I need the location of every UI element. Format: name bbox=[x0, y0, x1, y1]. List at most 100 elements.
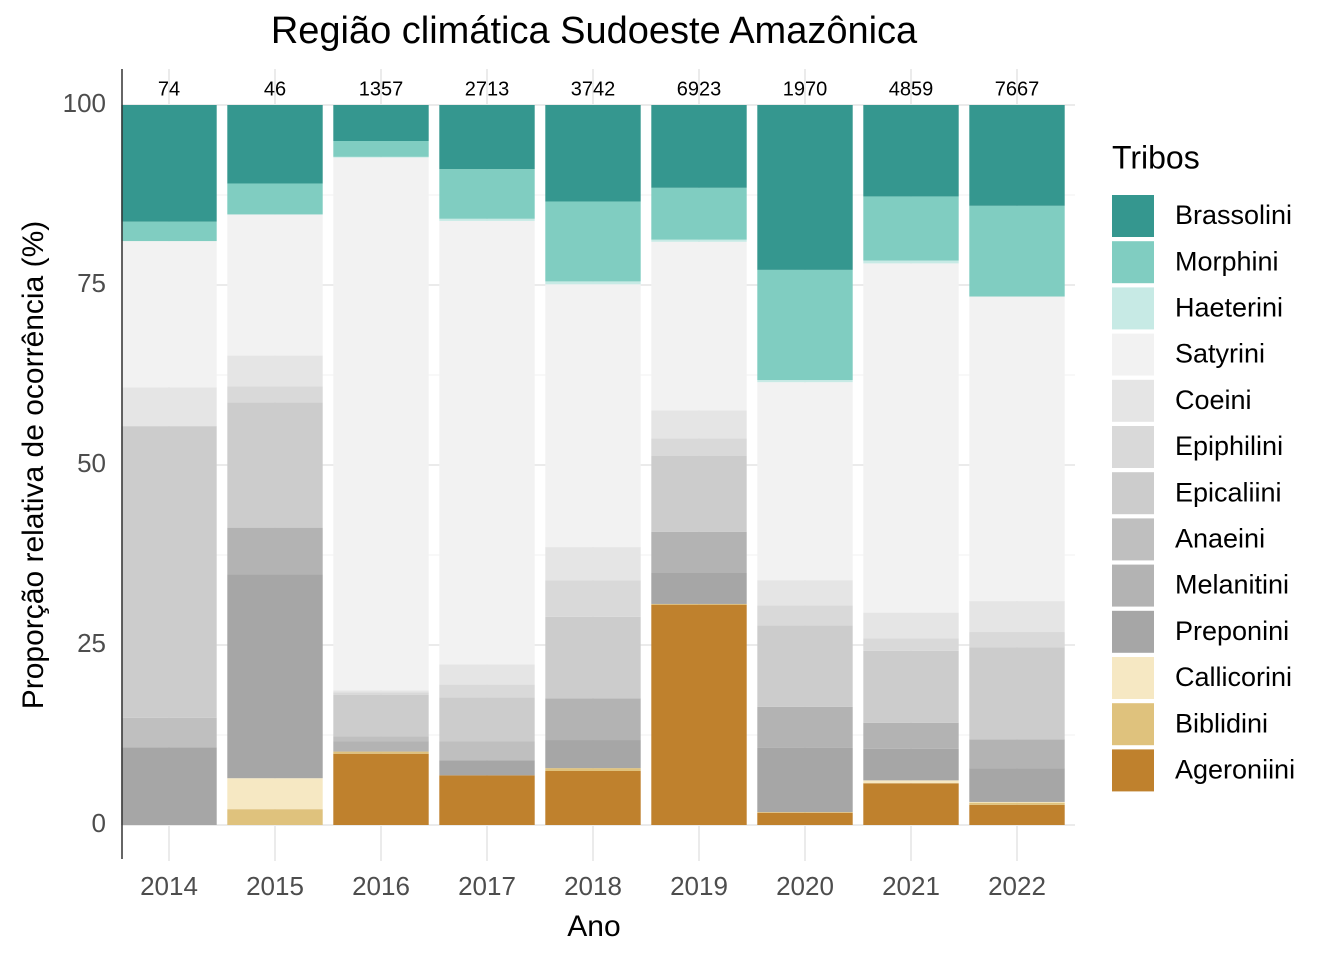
bar-segment bbox=[757, 812, 853, 813]
bar-segment bbox=[545, 616, 641, 699]
bar-segment bbox=[863, 783, 959, 825]
bar-segment bbox=[545, 201, 641, 282]
bar-segment bbox=[439, 760, 535, 776]
y-tick-label: 0 bbox=[92, 808, 106, 838]
x-tick-label: 2019 bbox=[670, 871, 728, 901]
bar-segment bbox=[333, 157, 429, 691]
bar-segment bbox=[227, 214, 323, 356]
total-label: 1357 bbox=[359, 78, 404, 100]
legend-label: Brassolini bbox=[1175, 200, 1292, 230]
bar-segment bbox=[545, 580, 641, 617]
bar-segment bbox=[863, 748, 959, 781]
bar-segment bbox=[863, 105, 959, 197]
bar-segment bbox=[863, 638, 959, 651]
bar-segment bbox=[757, 382, 853, 581]
bar-segment bbox=[651, 105, 747, 188]
bar-segment bbox=[969, 801, 1065, 803]
bar-segment bbox=[439, 105, 535, 170]
total-label: 7667 bbox=[995, 78, 1040, 100]
legend-label: Biblidini bbox=[1175, 708, 1268, 738]
legend-key bbox=[1112, 333, 1154, 376]
bar-segment bbox=[439, 697, 535, 742]
y-tick-label: 25 bbox=[77, 628, 106, 658]
bar-segment bbox=[757, 105, 853, 270]
bar-segment bbox=[757, 580, 853, 606]
bar-segment bbox=[227, 105, 323, 184]
bar-segment bbox=[969, 804, 1065, 825]
bar-segment bbox=[439, 664, 535, 685]
y-tick-label: 100 bbox=[63, 88, 106, 118]
bar-segment bbox=[863, 650, 959, 723]
bar-segment bbox=[969, 802, 1065, 805]
legend-label: Ageroniini bbox=[1175, 755, 1295, 785]
legend-label: Anaeini bbox=[1175, 524, 1265, 554]
bar-segment bbox=[651, 455, 747, 532]
bar-segment bbox=[545, 281, 641, 285]
bar-segment bbox=[227, 386, 323, 403]
x-axis-title: Ano bbox=[567, 910, 620, 943]
x-tick-label: 2016 bbox=[352, 871, 410, 901]
legend-label: Epiphilini bbox=[1175, 431, 1283, 461]
y-tick-label: 50 bbox=[77, 448, 106, 478]
bar-segment bbox=[651, 241, 747, 411]
legend-key bbox=[1112, 287, 1154, 330]
bar-segment bbox=[333, 692, 429, 695]
total-label: 1970 bbox=[783, 78, 828, 100]
bar-segment bbox=[227, 574, 323, 779]
legend-label: Preponini bbox=[1175, 616, 1289, 646]
legend-key bbox=[1112, 610, 1154, 653]
bar-segment bbox=[651, 410, 747, 439]
y-tick-label: 75 bbox=[77, 268, 106, 298]
bar-segment bbox=[439, 169, 535, 219]
bar-segment bbox=[651, 604, 747, 825]
bar-segment bbox=[333, 751, 429, 754]
legend-key bbox=[1112, 379, 1154, 422]
bar-segment bbox=[121, 426, 217, 718]
bar-segment bbox=[969, 601, 1065, 633]
bar-segment bbox=[969, 205, 1065, 297]
chart-title: Região climática Sudoeste Amazônica bbox=[271, 10, 918, 52]
bar-segment bbox=[757, 747, 853, 813]
bar-segment bbox=[969, 632, 1065, 648]
bar-segment bbox=[545, 698, 641, 741]
bar-segment bbox=[333, 690, 429, 693]
bar-segment bbox=[863, 260, 959, 264]
bar-segment bbox=[439, 218, 535, 221]
legend-key bbox=[1112, 657, 1154, 699]
bar-segment bbox=[227, 355, 323, 387]
bar-segment bbox=[969, 105, 1065, 206]
bar-segment bbox=[863, 263, 959, 613]
bar-segment bbox=[227, 778, 323, 810]
bar-segment bbox=[651, 239, 747, 242]
bar-segment bbox=[651, 187, 747, 240]
bar-segment bbox=[651, 573, 747, 604]
x-tick-label: 2018 bbox=[564, 871, 622, 901]
bar-segment bbox=[121, 717, 217, 748]
bar-segment bbox=[969, 768, 1065, 802]
bar-segment bbox=[757, 605, 853, 626]
bar-segment bbox=[863, 196, 959, 261]
bar-segment bbox=[227, 402, 323, 528]
x-tick-label: 2014 bbox=[140, 871, 198, 901]
legend-key bbox=[1112, 195, 1154, 237]
legend-label: Epicaliini bbox=[1175, 477, 1282, 507]
bar-segment bbox=[227, 183, 323, 215]
total-label: 4859 bbox=[889, 78, 934, 100]
bar-segment bbox=[545, 547, 641, 581]
legend-label: Satyrini bbox=[1175, 339, 1265, 369]
bar-segment bbox=[651, 531, 747, 573]
legend-label: Callicorini bbox=[1175, 662, 1292, 692]
x-tick-label: 2022 bbox=[988, 871, 1046, 901]
legend-key bbox=[1112, 518, 1154, 561]
bar-segment bbox=[333, 105, 429, 141]
bar-segment bbox=[651, 438, 747, 456]
total-label: 46 bbox=[264, 78, 286, 100]
bar-segment bbox=[545, 768, 641, 771]
legend-key bbox=[1112, 703, 1154, 746]
bar-segment bbox=[545, 771, 641, 825]
total-label: 6923 bbox=[677, 78, 722, 100]
bar-segment bbox=[969, 296, 1065, 602]
bar-segment bbox=[121, 747, 217, 825]
bar-segment bbox=[757, 812, 853, 825]
